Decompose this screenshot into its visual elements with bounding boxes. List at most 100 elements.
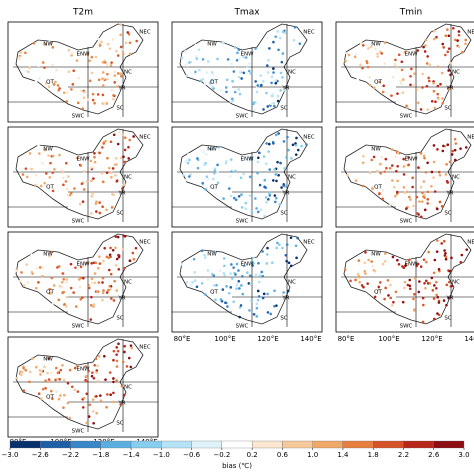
station-dot <box>101 84 105 87</box>
station-dot <box>353 55 357 59</box>
station-dot <box>276 30 280 33</box>
station-dot <box>225 78 229 82</box>
station-dot <box>132 135 135 138</box>
station-dot <box>93 281 97 285</box>
station-dot <box>212 73 215 76</box>
station-dot <box>56 371 60 375</box>
station-dot <box>278 36 282 40</box>
station-dot <box>261 79 265 83</box>
station-dot <box>382 49 386 53</box>
station-dot <box>395 190 399 194</box>
station-dot <box>213 168 217 172</box>
station-dot <box>101 291 105 295</box>
station-dot <box>201 58 205 61</box>
station-dot <box>255 315 259 318</box>
station-dot <box>410 67 413 71</box>
station-dot <box>423 281 426 285</box>
station-dot <box>285 259 288 263</box>
station-dot <box>423 50 427 53</box>
station-dot <box>30 167 33 171</box>
station-dot <box>261 250 264 253</box>
station-dot <box>28 152 32 155</box>
region-label: ENW <box>240 262 254 268</box>
station-dot <box>94 202 98 205</box>
station-dot <box>442 46 445 49</box>
station-dot <box>72 291 75 294</box>
station-dot <box>55 366 58 370</box>
station-dot <box>50 276 54 280</box>
station-dot <box>244 201 248 205</box>
station-dot <box>26 155 30 158</box>
station-dot <box>408 287 412 291</box>
station-dot <box>40 397 43 400</box>
station-dot <box>294 153 298 156</box>
station-dot <box>430 276 434 280</box>
station-dot <box>121 187 124 190</box>
station-dot <box>111 167 115 170</box>
station-dot <box>92 376 96 380</box>
station-dot <box>366 65 370 69</box>
region-label: NC <box>288 175 296 181</box>
station-dot <box>47 378 51 381</box>
station-dot <box>34 365 38 369</box>
region-label: NC <box>124 280 132 286</box>
station-dot <box>424 44 427 47</box>
station-dot <box>229 158 233 161</box>
station-dot <box>381 262 385 266</box>
station-dot <box>394 194 397 198</box>
station-dot <box>64 280 68 284</box>
station-dot <box>97 266 100 270</box>
station-dot <box>45 172 48 175</box>
map-panel: NW NEC ENW NC QT YR SWC SC <box>335 126 474 228</box>
station-dot <box>119 45 123 49</box>
region-label: NC <box>452 280 460 286</box>
station-dot <box>435 207 439 211</box>
station-dot <box>257 156 260 160</box>
station-dot <box>358 280 361 284</box>
station-dot <box>422 154 426 158</box>
lon-label: 80°E <box>174 335 191 343</box>
station-dot <box>272 67 275 70</box>
station-dot <box>115 157 118 160</box>
station-dot <box>427 250 431 254</box>
station-dot <box>430 170 434 174</box>
station-dot <box>194 43 198 47</box>
station-dot <box>213 186 217 190</box>
station-dot <box>51 171 55 174</box>
station-dot <box>97 281 101 284</box>
station-dot <box>374 47 377 51</box>
station-dot <box>234 198 238 202</box>
station-dot <box>444 173 448 176</box>
station-dot <box>422 303 425 307</box>
station-dot <box>459 260 463 264</box>
station-dot <box>414 88 418 92</box>
station-dot <box>38 266 42 269</box>
station-dot <box>457 30 461 33</box>
station-dot <box>125 365 129 368</box>
station-dot <box>230 170 233 173</box>
station-dot <box>222 197 225 200</box>
region-label: SWC <box>72 429 85 435</box>
station-dot <box>60 280 64 284</box>
station-dot <box>85 180 89 184</box>
station-dot <box>295 256 298 260</box>
station-dot <box>122 155 125 159</box>
station-dot <box>378 80 381 84</box>
station-dot <box>87 286 91 290</box>
station-dot <box>258 183 262 187</box>
station-dot <box>372 86 376 90</box>
station-dot <box>115 359 119 363</box>
region-label: SC <box>280 211 287 217</box>
station-dot <box>421 200 424 203</box>
station-dot <box>246 271 249 274</box>
station-dot <box>431 289 435 292</box>
station-dot <box>105 171 109 175</box>
station-dot <box>363 261 367 265</box>
station-dot <box>75 364 79 368</box>
station-dot <box>65 187 69 191</box>
region-label: NC <box>452 70 460 76</box>
station-dot <box>272 142 275 145</box>
station-dot <box>51 302 55 305</box>
station-dot <box>368 171 372 175</box>
station-dot <box>440 71 444 75</box>
